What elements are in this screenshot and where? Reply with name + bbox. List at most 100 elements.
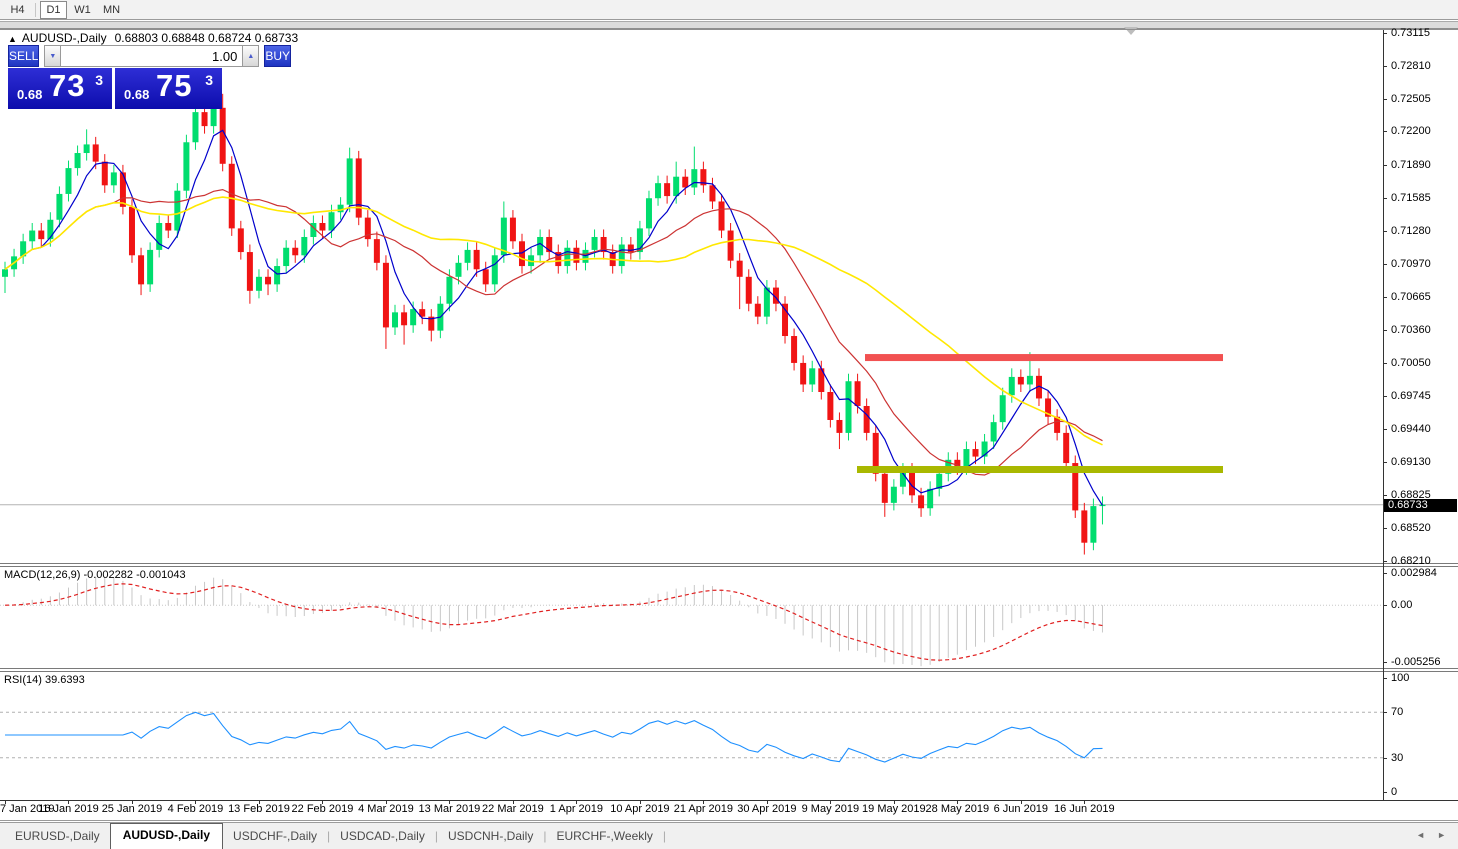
tab-scroll-right-icon[interactable]: ► [1437,830,1446,840]
date-axis-label: 4 Feb 2019 [167,803,224,815]
tab-separator: | [434,829,438,843]
price-axis-tick [1383,165,1387,166]
price-axis-tick [1383,231,1387,232]
date-axis-label: 30 Apr 2019 [737,803,797,815]
date-axis-tick [68,800,69,804]
one-click-trading-panel: SELL ▼ ▲ BUY 0.68 73 3 0.68 75 3 [8,45,292,109]
chart-shift-marker-icon[interactable] [1124,27,1138,35]
volume-input[interactable] [61,45,243,67]
sell-price-pip: 3 [95,72,103,88]
date-axis-label: 13 Feb 2019 [228,803,290,815]
panel-divider[interactable] [0,566,1458,567]
volume-decrease-button[interactable]: ▼ [44,45,62,67]
collapse-triangle-icon[interactable]: ▲ [8,34,17,44]
price-axis-label: 0.71890 [1391,159,1431,171]
date-axis-label: 19 May 2019 [862,803,926,815]
rsi-axis-tick [1383,678,1387,679]
price-axis-tick [1383,495,1387,496]
price-axis-tick [1383,462,1387,463]
date-axis-label: 22 Feb 2019 [291,803,354,815]
sell-button[interactable]: SELL [8,45,40,67]
date-axis-tick [703,800,704,804]
price-axis-line [1383,30,1384,800]
price-axis-label: 0.70970 [1391,258,1431,270]
tab-separator: | [662,829,667,843]
date-axis-tick [576,800,577,804]
timeframe-w1-button[interactable]: W1 [74,3,91,16]
rsi-axis-tick [1383,792,1387,793]
date-axis-label: 21 Apr 2019 [673,803,734,815]
date-axis-tick [1084,800,1085,804]
macd-label: MACD(12,26,9) -0.002282 -0.001043 [4,569,186,581]
timeframe-mn-button[interactable]: MN [102,3,121,16]
timeframe-h4-button[interactable]: H4 [10,3,25,16]
rsi-axis-tick [1383,712,1387,713]
price-axis-tick [1383,396,1387,397]
buy-price-big: 75 [156,68,193,103]
buy-button[interactable]: BUY [264,45,292,67]
price-axis-tick [1383,330,1387,331]
date-axis-tick [640,800,641,804]
panel-divider[interactable] [0,668,1458,669]
rsi-axis-tick [1383,758,1387,759]
price-axis-label: 0.68210 [1391,555,1431,567]
chart-top-border [0,29,1458,30]
panel-divider[interactable] [0,671,1458,672]
price-axis-tick [1383,561,1387,562]
macd-axis-tick [1383,662,1387,663]
date-axis-tick [767,800,768,804]
tab-audusd-daily[interactable]: AUDUSD-,Daily [109,823,224,849]
rsi-indicator-panel[interactable] [0,672,1383,800]
date-axis-label: 7 Jan 2019 [0,803,55,815]
tab-usdchf-daily[interactable]: USDCHF-,Daily [233,829,318,843]
date-axis-tick [259,800,260,804]
rsi-axis-label: 70 [1391,706,1404,718]
macd-axis-label: -0.005256 [1391,656,1441,668]
date-axis-tick [322,800,323,804]
price-axis-label: 0.68825 [1391,489,1431,501]
date-axis-tick [957,800,958,804]
tab-scroll-left-icon[interactable]: ◄ [1416,830,1426,840]
main-price-chart[interactable] [0,30,1383,563]
price-axis-tick [1383,131,1387,132]
buy-price-box[interactable]: 0.68 75 3 [115,68,222,109]
timeframe-d1-button[interactable]: D1 [40,0,67,19]
price-axis-label: 0.68520 [1391,522,1431,534]
timeframe-toolbar: H4 D1 W1 MN [0,0,1458,20]
volume-increase-button[interactable]: ▲ [242,45,260,67]
price-axis-label: 0.71280 [1391,225,1431,237]
sell-price-box[interactable]: 0.68 73 3 [8,68,112,109]
date-axis-label: 4 Mar 2019 [358,803,414,815]
macd-indicator-panel[interactable] [0,567,1383,668]
tab-usdcad-daily[interactable]: USDCAD-,Daily [340,829,425,843]
date-axis-line [0,800,1458,801]
ohlc-values: 0.68803 0.68848 0.68724 0.68733 [114,31,299,45]
toolbar-separator [35,2,36,17]
date-axis-tick [513,800,514,804]
chart-scrollbar[interactable] [0,21,1458,29]
chart-title: ▲ AUDUSD-,Daily 0.68803 0.68848 0.68724 0.… [8,31,298,45]
tab-separator: | [543,829,547,843]
panel-divider[interactable] [0,563,1458,564]
buy-price-pip: 3 [205,72,213,88]
date-axis-label: 6 Jun 2019 [993,803,1049,815]
date-axis-tick [449,800,450,804]
date-axis-label: 1 Apr 2019 [549,803,604,815]
sell-price-prefix: 0.68 [17,87,43,102]
tab-eurchf-weekly[interactable]: EURCHF-,Weekly [556,829,653,843]
macd-axis-label: 0.002984 [1391,567,1437,579]
macd-axis-label: 0.00 [1391,599,1413,611]
price-axis-label: 0.70665 [1391,291,1431,303]
price-axis-label: 0.72810 [1391,60,1431,72]
rsi-axis-label: 0 [1391,786,1398,798]
chart-tab-bar: EURUSD-,Daily AUDUSD-,Daily USDCHF-,Dail… [0,822,1458,849]
price-axis-tick [1383,297,1387,298]
price-axis-tick [1383,429,1387,430]
chart-bottom-border [0,820,1458,821]
date-axis-label: 22 Mar 2019 [482,803,544,815]
tab-eurusd-daily[interactable]: EURUSD-,Daily [15,829,100,843]
date-axis-tick [1021,800,1022,804]
rsi-axis-label: 30 [1391,752,1404,764]
price-axis-label: 0.70050 [1391,357,1431,369]
tab-usdcnh-daily[interactable]: USDCNH-,Daily [447,829,534,843]
